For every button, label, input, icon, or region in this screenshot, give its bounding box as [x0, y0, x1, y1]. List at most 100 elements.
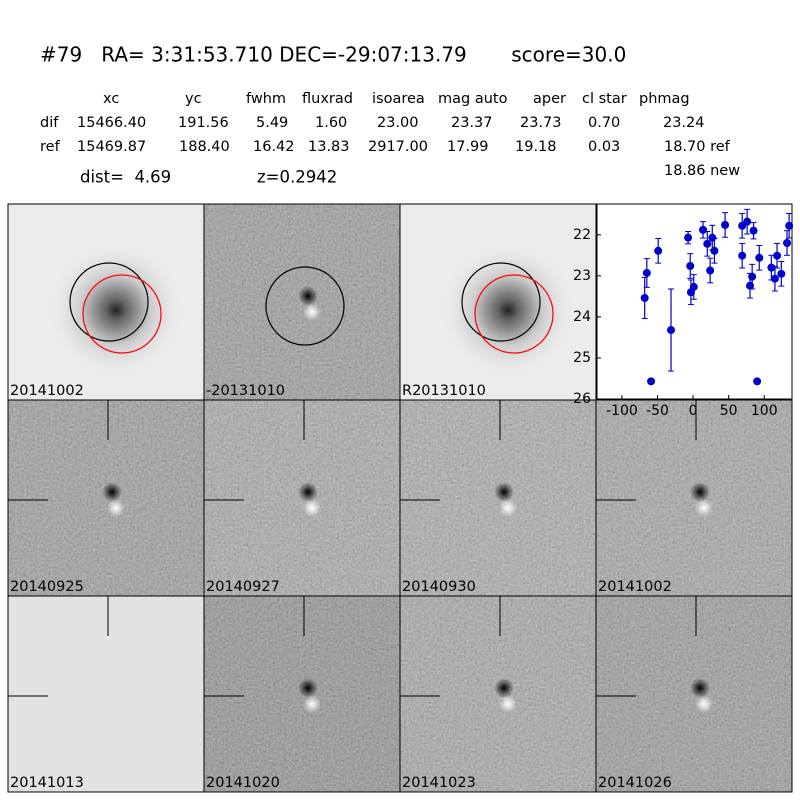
tile-label: 20141023	[402, 775, 476, 791]
data-point	[640, 294, 649, 303]
aperture	[265, 266, 345, 346]
light-curve: -100 -50 0 50 100 22 23 24 25 26	[573, 203, 794, 419]
tile-label: 20140930	[402, 579, 476, 595]
data-point	[783, 239, 792, 247]
tile-label: 20141002	[598, 579, 672, 595]
aperture	[474, 274, 554, 354]
cell: 23.00	[377, 115, 419, 131]
tile	[8, 596, 204, 792]
data-point	[721, 220, 730, 229]
data-point	[647, 377, 656, 386]
x-tick-label: -100	[606, 403, 638, 419]
cell: 2917.00	[368, 139, 428, 155]
source-bright	[499, 695, 517, 713]
y-tick-label: 23	[573, 268, 591, 284]
tile-label: R20131010	[402, 383, 486, 399]
column-header: cl star	[582, 91, 627, 107]
source-bright	[695, 499, 713, 517]
plot-area	[596, 203, 793, 400]
cell: 16.42	[253, 139, 295, 155]
data-point	[708, 233, 717, 242]
tile-label: 20141013	[10, 775, 84, 791]
source-dark	[298, 678, 318, 698]
x-tick-label: -50	[646, 403, 669, 419]
data-point	[753, 377, 762, 386]
data-point	[770, 274, 779, 283]
source-dark	[102, 482, 122, 502]
cell: 23.73	[520, 115, 562, 131]
source-bright	[499, 499, 517, 517]
data-point	[738, 251, 747, 260]
column-header: aper	[533, 91, 566, 107]
tile-label: 20141026	[598, 775, 672, 791]
column-header: isoarea	[372, 91, 425, 107]
tile-border	[595, 595, 793, 793]
cell: 18.70 ref	[664, 139, 731, 155]
cell: 17.99	[447, 139, 489, 155]
data-point	[749, 226, 758, 235]
source-bright	[695, 695, 713, 713]
data-point	[748, 272, 757, 281]
cell: 1.60	[315, 115, 347, 131]
column-header: mag auto	[438, 91, 508, 107]
data-point	[777, 269, 786, 278]
cell: 188.40	[179, 139, 230, 155]
y-tick-label: 24	[573, 309, 591, 325]
tile-label: -20131010	[206, 383, 285, 399]
source-dark	[298, 286, 318, 306]
tile-label: 20140925	[10, 579, 84, 595]
tile-grid: 20141002 -20131010 R20131010 20140925 201409…	[7, 203, 793, 793]
aperture	[82, 274, 162, 354]
column-header: fluxrad	[302, 91, 353, 107]
column-header: yc	[185, 91, 202, 107]
source-bright	[303, 695, 321, 713]
row-label: ref	[40, 139, 61, 155]
data-point	[686, 261, 695, 270]
tile-label: 20141002	[10, 383, 84, 399]
y-tick-label: 26	[573, 391, 591, 407]
data-point	[699, 225, 708, 234]
x-tick-label: 100	[751, 403, 778, 419]
new-mag: 18.86 new	[664, 163, 740, 179]
aperture	[69, 262, 149, 342]
data-point	[703, 239, 712, 248]
source-bright	[303, 499, 321, 517]
data-point	[667, 326, 676, 335]
source-bright	[303, 303, 321, 321]
x-tick-label: 50	[720, 403, 738, 419]
cell: 23.37	[451, 115, 493, 131]
source-bright	[107, 499, 125, 517]
source-dark	[494, 678, 514, 698]
column-header: phmag	[639, 91, 690, 107]
galaxy	[46, 240, 186, 380]
source-dark	[690, 678, 710, 698]
data-point	[773, 251, 782, 260]
data-point	[684, 233, 693, 242]
data-point	[654, 246, 663, 255]
cell: 191.56	[178, 115, 229, 131]
data-point	[767, 263, 776, 272]
dist: dist= 4.69	[80, 168, 171, 187]
cell: 5.49	[256, 115, 288, 131]
source-dark	[690, 482, 710, 502]
row-label: dif	[40, 115, 59, 131]
cell: 23.24	[663, 115, 705, 131]
tile-label: 20140927	[206, 579, 280, 595]
data-point	[706, 266, 715, 275]
column-header: xc	[103, 91, 119, 107]
cell: 0.03	[588, 139, 620, 155]
galaxy	[438, 240, 578, 380]
tile-label: 20141020	[206, 775, 280, 791]
source-dark	[494, 482, 514, 502]
aperture	[461, 262, 541, 342]
data-point	[743, 217, 752, 226]
cell: 15469.87	[77, 139, 146, 155]
source-dark	[298, 482, 318, 502]
x-tick-label: 0	[689, 403, 698, 419]
redshift: z=0.2942	[257, 168, 337, 187]
y-tick-label: 25	[573, 350, 591, 366]
data-point	[755, 253, 764, 262]
cell: 19.18	[515, 139, 557, 155]
title: #79 RA= 3:31:53.710 DEC=-29:07:13.79 sco…	[40, 43, 626, 67]
data-point	[642, 268, 651, 277]
